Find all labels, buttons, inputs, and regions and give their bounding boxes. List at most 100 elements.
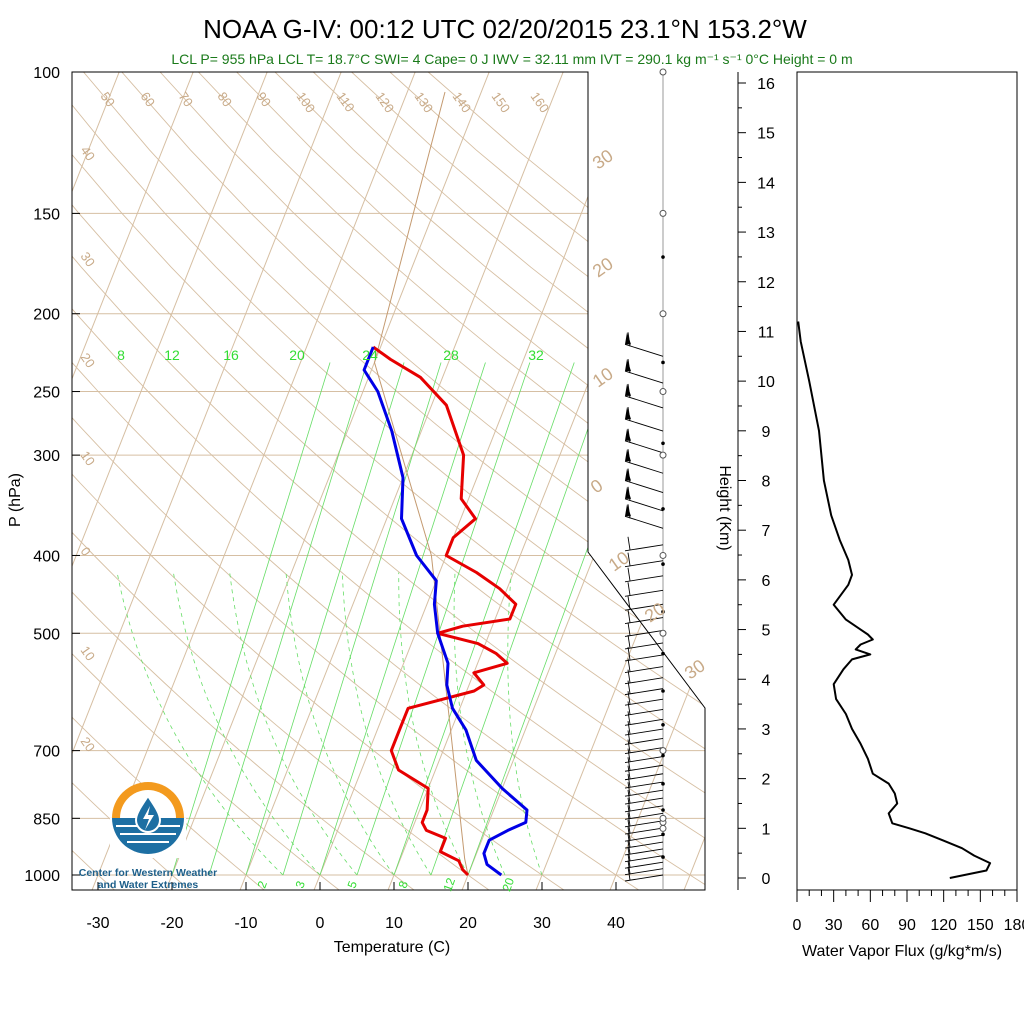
moist-adiabat-line: [116, 572, 284, 876]
moist-adiabat-line: [341, 572, 432, 876]
isotherm-label: 160: [528, 89, 553, 115]
flux-tick-label: 60: [861, 917, 879, 934]
temperature-tick-label: -10: [234, 915, 257, 932]
isotherm-line: [238, 72, 571, 890]
temperature-tick-label: -20: [160, 915, 183, 932]
side-label-right: 20: [589, 253, 617, 281]
pressure-tick-label: 200: [33, 307, 60, 324]
dry-adiabat-line: [72, 72, 705, 890]
wind-level-marker: [659, 814, 667, 822]
wind-barb: [624, 841, 664, 849]
wind-barb: [624, 827, 664, 835]
height-tick-label: 0: [762, 871, 771, 888]
wind-barb: [624, 617, 664, 625]
wind-level-marker: [659, 209, 667, 217]
dry-adiabat-line: [72, 72, 705, 890]
temperature-tick-label: 40: [607, 915, 625, 932]
height-tick-label: 10: [757, 374, 775, 391]
isotherm-label: 150: [489, 89, 514, 115]
wind-level-dot: [661, 651, 665, 656]
moist-adiabat-line: [507, 572, 543, 876]
wind-barb: [624, 560, 664, 568]
mixing-ratio-label-bottom: 3: [293, 879, 309, 890]
moist-adiabat-line: [285, 572, 395, 876]
wind-barb: [624, 747, 664, 755]
wind-barb-pennant: [625, 332, 631, 345]
mixing-ratio-label-bottom: 20: [499, 876, 517, 894]
wind-level-dot: [661, 609, 665, 614]
wind-barb-flag: [627, 748, 631, 762]
sounding-profiles: [362, 345, 529, 877]
wind-barb-flag: [627, 797, 631, 811]
dry-adiabat-line: [72, 72, 643, 890]
wind-level-marker: [659, 451, 667, 459]
pressure-tick-label: 700: [33, 744, 60, 761]
moist-adiabat-line: [398, 572, 469, 876]
flux-tick-label: 0: [793, 917, 802, 934]
wind-level-marker: [659, 551, 667, 559]
dry-adiabat-line: [72, 72, 267, 890]
height-axis-label: Height (Km): [716, 465, 733, 550]
wind-level-marker: [659, 68, 667, 76]
flux-axis-label: Water Vapor Flux (g/kg*m/s): [802, 943, 1002, 960]
wind-barb-flag: [627, 720, 631, 735]
wind-barb: [624, 480, 664, 493]
wind-barb: [624, 440, 664, 454]
wind-barb: [624, 698, 664, 706]
wind-barb-pennant: [625, 468, 631, 481]
wind-barb-flag: [627, 805, 631, 819]
mixing-ratio-label-bottom: 5: [345, 879, 361, 890]
flux-profile-line: [797, 321, 992, 879]
flux-panel-frame: [796, 71, 1018, 891]
isotherm-label: 50: [98, 89, 119, 109]
wind-barb: [624, 764, 664, 772]
pressure-tick-label: 150: [33, 206, 60, 223]
dry-adiabat-line: [351, 72, 705, 890]
chart-subtitle: LCL P= 955 hPa LCL T= 18.7°C SWI= 4 Cape…: [171, 51, 852, 67]
wind-barb-flag: [627, 739, 631, 753]
dry-adiabat-line: [159, 72, 705, 890]
wind-barb-flag: [627, 552, 631, 566]
wind-barb: [624, 603, 664, 611]
side-label-right: 0: [587, 475, 607, 497]
wind-barb: [624, 575, 664, 583]
wind-barb-pennant: [625, 486, 631, 499]
wind-barb: [624, 370, 664, 384]
flux-profile: [797, 321, 992, 879]
dry-adiabat-line: [274, 72, 705, 890]
isotherm-line: [90, 72, 423, 890]
wind-barb: [624, 718, 664, 726]
flux-tick-label: 90: [898, 917, 916, 934]
wind-barb-pennant: [625, 383, 631, 396]
wind-barb: [624, 515, 664, 529]
temperature-tick-label: 20: [459, 915, 477, 932]
dewpoint-profile-line: [362, 346, 529, 877]
height-tick-label: 8: [762, 474, 771, 491]
wind-barb: [624, 861, 664, 869]
wind-barb-flag: [627, 730, 631, 744]
flux-tick-label: 30: [825, 917, 843, 934]
isotherm-label: 70: [176, 89, 197, 109]
height-tick-label: 11: [758, 324, 775, 341]
isotherm-label: 140: [450, 89, 475, 115]
flux-tick-label: 150: [967, 917, 994, 934]
wind-barb-flag: [627, 567, 631, 581]
side-label-right: 10: [589, 363, 617, 391]
x-axis-label: Temperature (C): [334, 939, 450, 956]
mixing-ratio-line: [430, 362, 612, 876]
wind-barb-flag: [627, 773, 631, 788]
dry-adiabat-line: [72, 72, 705, 890]
wind-barb: [624, 418, 664, 432]
logo-text-line2: and Water Extremes: [98, 879, 199, 891]
side-label-left: 20: [78, 350, 99, 370]
height-tick-label: 5: [762, 623, 771, 640]
wind-barb: [624, 855, 664, 863]
wind-barb-flag: [627, 691, 631, 705]
moist-adiabat-line: [229, 572, 358, 876]
wind-level-dot: [661, 507, 665, 511]
wind-barb: [624, 688, 664, 696]
wind-level-dot: [661, 722, 665, 727]
side-label-left: 40: [78, 143, 99, 163]
wind-barb: [624, 797, 664, 805]
wind-barb: [624, 848, 664, 856]
